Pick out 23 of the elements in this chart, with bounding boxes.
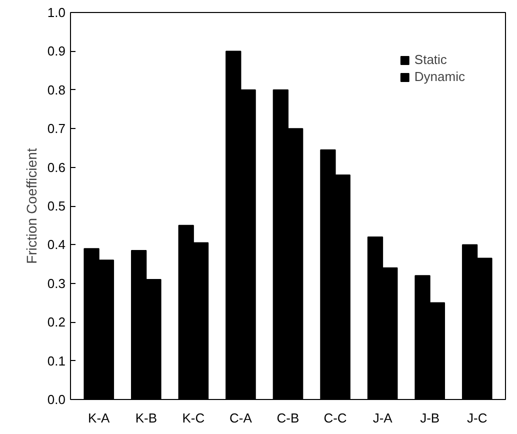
y-tick-label: 0.2 [47,314,66,330]
x-tick-label: J-C [467,410,488,426]
y-tick-label: 0.6 [47,160,66,175]
y-tick-label: 0.0 [47,392,66,407]
y-tick-label: 0.8 [47,82,66,98]
y-tick-label: 0.4 [47,237,66,252]
x-tick-label: K-B [135,410,157,426]
x-tick-label: J-B [420,410,440,426]
y-axis-title: Friction Coefficient [23,148,40,264]
y-tick-label: 1.0 [47,5,66,20]
x-tick-label: C-A [230,410,252,426]
x-tick-label: C-C [324,410,347,426]
x-tick-label: C-B [276,410,300,426]
y-tick-label: 0.9 [47,44,66,59]
legend-label: Dynamic [414,69,465,84]
legend-label: Static [414,52,447,67]
y-tick-label: 0.1 [47,353,66,368]
x-tick-label: K-C [182,410,205,426]
y-tick-label: 0.5 [47,198,66,214]
y-tick-label: 0.3 [47,276,66,291]
x-tick-label: J-A [372,410,393,426]
y-tick-label: 0.7 [47,121,66,136]
x-tick-label: K-A [88,410,110,426]
